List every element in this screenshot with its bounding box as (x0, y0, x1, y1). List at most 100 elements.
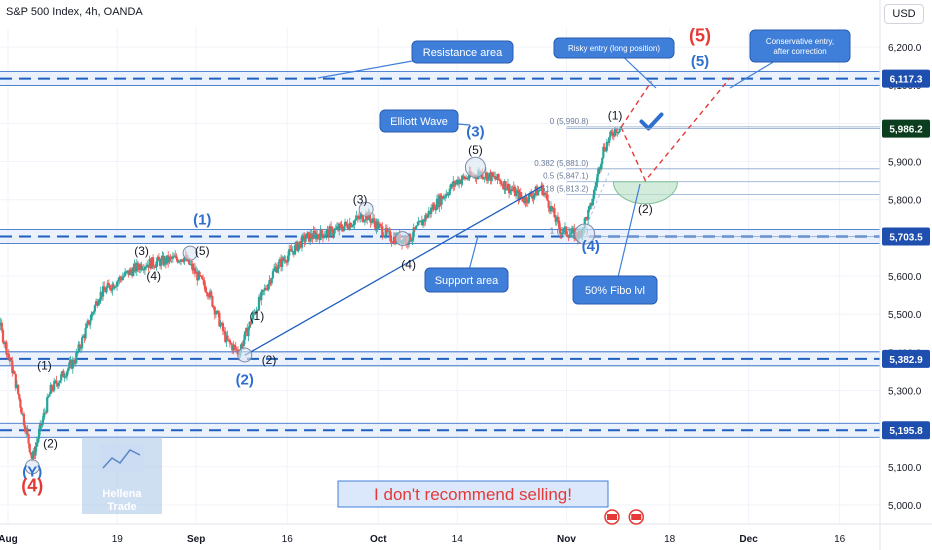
candle-body (262, 290, 265, 292)
candle-body (382, 235, 385, 237)
candle-body (613, 128, 617, 136)
candle-body (108, 285, 112, 290)
candle-body (248, 321, 251, 328)
candle-body (174, 255, 177, 257)
candle-body (114, 286, 117, 288)
candle-body (71, 359, 74, 369)
candle-body (361, 214, 364, 222)
candle-body (162, 255, 165, 265)
candle-body (516, 190, 519, 192)
candle-body (466, 177, 469, 179)
candle-body (428, 210, 432, 214)
candle-body (610, 131, 613, 133)
candle-body (309, 233, 312, 242)
candle-body (112, 284, 115, 289)
candle-body (347, 228, 350, 230)
candle-body (50, 384, 53, 391)
candle-body (327, 228, 330, 237)
candle-body (585, 217, 589, 220)
currency-selector[interactable]: USD (884, 4, 924, 24)
candle-body (83, 335, 86, 339)
wave-label: (4) (582, 238, 600, 255)
candle-body (255, 309, 258, 314)
candle-body (530, 192, 533, 197)
candle-body (338, 223, 341, 231)
candle-body (409, 233, 412, 242)
pivot-circle (464, 156, 486, 178)
candle-body (67, 368, 70, 372)
candle-body (253, 312, 256, 314)
candle-body (340, 224, 343, 229)
candle-body (562, 228, 565, 233)
candle-body (583, 218, 586, 229)
candle-body (456, 179, 460, 185)
candle-body (293, 245, 297, 255)
candle-body (58, 380, 62, 383)
candle-body (119, 277, 122, 279)
candle-body (518, 192, 521, 200)
candle-body (195, 271, 198, 274)
candle-body (437, 198, 440, 208)
candle-body (563, 226, 567, 229)
candle-body (183, 257, 186, 262)
candle-body (101, 286, 105, 297)
candle-body (295, 241, 298, 246)
candle-body (276, 268, 279, 273)
candle-body (47, 396, 50, 398)
candle-body (514, 191, 518, 197)
time-tick-label: 16 (834, 534, 846, 545)
candle-body (310, 233, 313, 239)
candle-body (501, 184, 504, 186)
price-tick-label: 5,900.0 (888, 158, 922, 169)
candle-body (464, 177, 468, 180)
candle-body (547, 200, 550, 208)
candle-body (545, 194, 548, 196)
wave-label: (5) (195, 244, 210, 258)
candle-body (90, 314, 93, 321)
candle-body (548, 207, 551, 212)
wave-label: (4) (21, 476, 43, 496)
wave-label: (4) (401, 257, 416, 271)
candle-body (348, 222, 351, 230)
candle-body (224, 331, 227, 342)
candle-body (139, 264, 142, 270)
candle-body (285, 261, 288, 263)
candle-body (369, 218, 372, 223)
candle-body (467, 178, 470, 180)
candle-body (240, 343, 243, 350)
candle-body (261, 290, 264, 292)
candle-body (505, 188, 508, 191)
candle-body (546, 194, 549, 201)
candle-body (141, 269, 144, 271)
candle-body (249, 321, 252, 325)
candle-body (459, 179, 462, 184)
candle-body (413, 227, 416, 230)
candle-body (504, 181, 507, 191)
candle-body (241, 343, 244, 347)
trend-line (244, 185, 543, 356)
hellena-trade-watermark: Hellena Trade (82, 436, 162, 514)
candle-body (215, 310, 219, 314)
candle-body (356, 215, 359, 218)
price-tick-label: 5,800.0 (888, 196, 922, 207)
fibo-callout-text: 50% Fibo lvl (585, 285, 645, 297)
candle-body (40, 423, 43, 426)
pivot-circle (182, 245, 198, 261)
candle-body (208, 291, 212, 298)
candle-body (165, 255, 169, 264)
candle-body (120, 278, 123, 281)
candle-body (385, 227, 389, 232)
wave-label: (1) (250, 309, 265, 323)
candle-body (8, 357, 12, 362)
candle-body (569, 233, 572, 235)
candle-body (53, 381, 56, 391)
candle-body (490, 172, 493, 182)
candle-body (72, 359, 76, 364)
candle-body (106, 283, 109, 288)
candle-body (511, 189, 514, 191)
candle-body (226, 335, 229, 340)
pivot-circle (395, 231, 411, 247)
candle-body (506, 183, 510, 189)
candle-body (461, 175, 464, 181)
